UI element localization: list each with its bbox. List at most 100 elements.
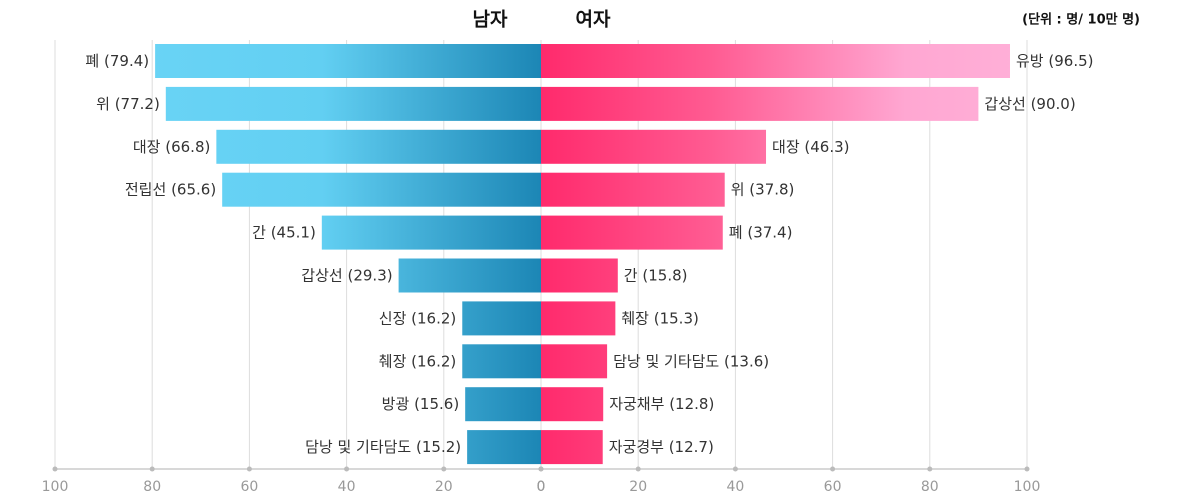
value-label: (16.2) [411,309,456,327]
x-tick-label: 80 [921,479,939,495]
category-label: 갑상선 [984,94,1025,112]
x-tick-label: 60 [240,479,258,495]
unit-label: (단위 : 명/ 10만 명) [1022,12,1140,28]
bar-label: 자궁경부 (12.7) [609,438,714,456]
category-label: 담낭 및 기타담도 [613,352,719,370]
chart-title: 남자 [473,9,508,31]
value-label: (79.4) [104,52,149,70]
bar-label: 폐 (37.4) [729,223,793,241]
value-label: (15.3) [654,309,699,327]
bar-label: 방광 (15.6) [382,395,460,413]
value-label: (96.5) [1048,52,1093,70]
bar [467,430,541,465]
category-label: 위 [731,180,745,198]
value-label: (46.3) [804,137,849,155]
bar-label: 갑상선 (29.3) [301,266,392,284]
x-tick-label: 80 [143,479,161,495]
value-label: (77.2) [115,94,160,112]
tick-mark [344,466,350,472]
category-label: 간 [624,266,638,284]
category-label: 폐 [85,52,99,70]
category-label: 갑상선 [301,266,342,284]
bar [462,301,541,336]
value-label: (13.6) [724,352,769,370]
bar-label: 췌장 (15.3) [621,309,699,327]
bar [541,301,616,336]
category-label: 담낭 및 기타담도 [305,438,411,456]
bar-label: 담낭 및 기타담도 (13.6) [613,352,769,370]
bar-label: 폐 (79.4) [85,52,149,70]
bar [222,172,541,207]
tick-mark [246,466,252,472]
bar-label: 유방 (96.5) [1016,52,1094,70]
value-label: (12.8) [669,395,714,413]
bar-label: 위 (77.2) [96,94,160,112]
value-label: (12.7) [669,438,714,456]
chart-title: 여자 [576,9,611,31]
bar [216,129,542,164]
x-tick-label: 20 [629,479,647,495]
bar [465,387,541,422]
value-label: (45.1) [271,223,316,241]
bar-label: 췌장 (16.2) [379,352,457,370]
bar [165,86,542,121]
bar [462,344,541,379]
category-label: 췌장 [379,352,407,370]
x-tick-label: 40 [338,479,356,495]
tick-mark [635,466,641,472]
bar-label: 자궁채부 (12.8) [609,395,714,413]
category-label: 대장 [133,137,161,155]
value-label: (37.8) [749,180,794,198]
value-label: (15.2) [416,438,461,456]
value-label: (16.2) [411,352,456,370]
category-label: 위 [96,94,110,112]
bar [541,344,608,379]
category-label: 신장 [379,309,407,327]
bar [541,44,1010,78]
category-label: 폐 [729,223,743,241]
bar [541,430,603,465]
value-label: (37.4) [747,223,792,241]
bar-label: 담낭 및 기타담도 (15.2) [305,438,461,456]
value-label: (65.6) [171,180,216,198]
bar-label: 대장 (46.3) [772,137,850,155]
bar-label: 전립선 (65.6) [125,180,216,198]
tick-mark [52,466,58,472]
bar [541,86,979,121]
category-label: 자궁채부 [609,395,664,413]
tick-mark [538,466,544,472]
category-label: 전립선 [125,180,166,198]
value-label: (90.0) [1031,94,1076,112]
x-tick-label: 0 [537,479,546,495]
bar-label: 대장 (66.8) [133,137,211,155]
x-tick-label: 60 [824,479,842,495]
value-label: (15.8) [642,266,687,284]
category-label: 간 [252,223,266,241]
value-label: (29.3) [347,266,392,284]
tick-mark [927,466,933,472]
x-tick-label: 100 [42,479,69,495]
value-label: (66.8) [165,137,210,155]
bar [541,215,723,250]
bar [541,387,604,422]
bar-label: 갑상선 (90.0) [984,94,1075,112]
category-label: 대장 [772,137,800,155]
bar [398,258,541,293]
tick-mark [732,466,738,472]
bar-label: 간 (45.1) [252,223,316,241]
tick-mark [1024,466,1030,472]
bar [541,129,767,164]
x-tick-label: 0 [537,479,546,495]
bar [541,258,618,293]
bar [541,172,725,207]
category-label: 췌장 [621,309,649,327]
x-tick-label: 40 [726,479,744,495]
bar-label: 신장 (16.2) [379,309,457,327]
tick-mark [830,466,836,472]
value-label: (15.6) [414,395,459,413]
bars [155,44,1010,465]
category-label: 방광 [382,395,410,413]
bar-label: 위 (37.8) [731,180,795,198]
x-tick-label: 100 [1014,479,1041,495]
